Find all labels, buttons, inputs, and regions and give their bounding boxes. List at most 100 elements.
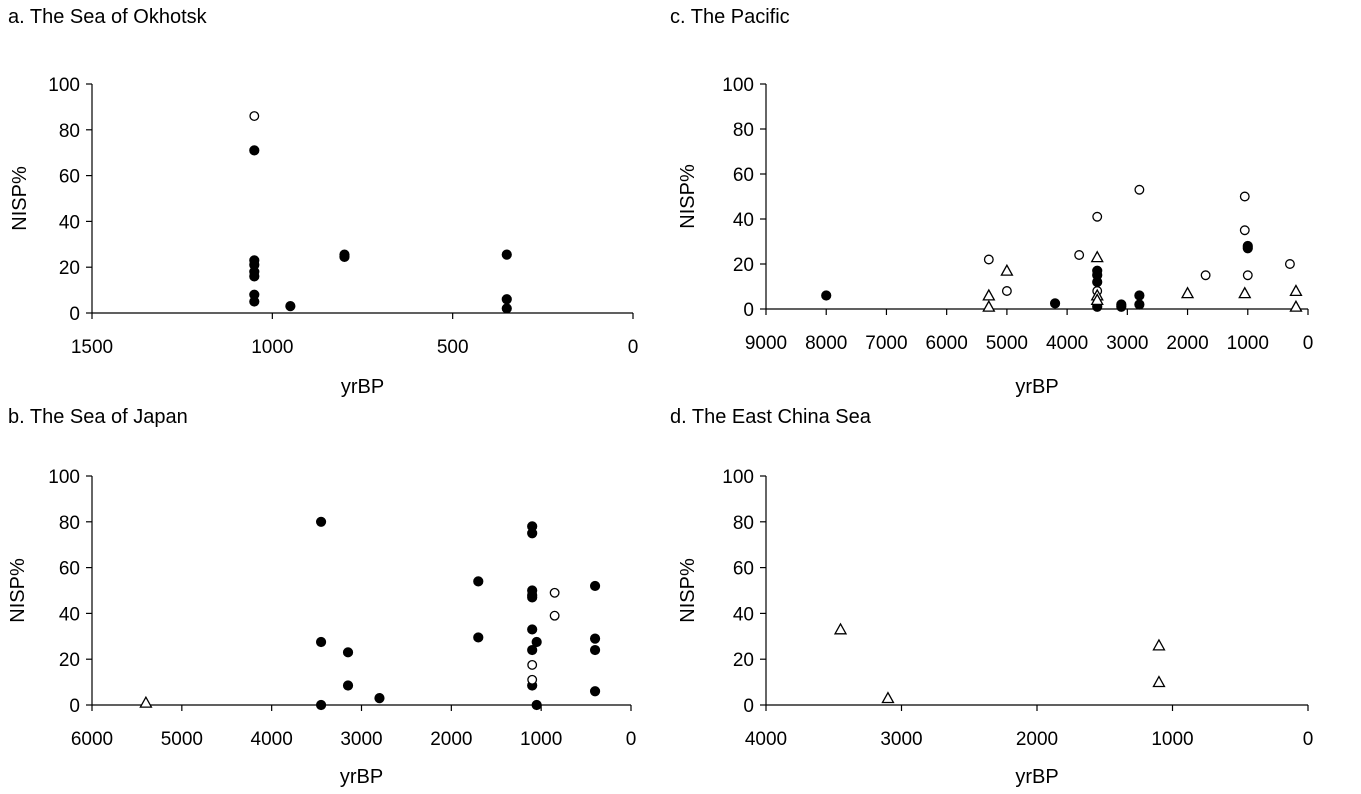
x-tick-label: 5000 bbox=[161, 729, 203, 750]
data-point-open-circle bbox=[1242, 270, 1253, 281]
y-tick-label: 80 bbox=[733, 120, 754, 141]
data-point-open-circle bbox=[1239, 225, 1250, 236]
x-axis-title: yrBP bbox=[340, 766, 383, 788]
y-tick-label: 100 bbox=[722, 467, 754, 488]
x-axis-title: yrBP bbox=[1015, 376, 1058, 398]
x-tick-label: 1000 bbox=[520, 729, 562, 750]
chart-plot-c: 0 20 40 60 80 100 9000 8000 7000 6000 5000 4000 3000… bbox=[677, 75, 1314, 398]
y-tick-label: 40 bbox=[733, 604, 754, 625]
y-tick-label: 40 bbox=[59, 212, 80, 233]
data-point-open-circle bbox=[527, 659, 538, 670]
y-tick-label: 80 bbox=[59, 513, 80, 534]
x-tick-label: 1000 bbox=[1227, 333, 1269, 354]
y-tick-label: 40 bbox=[733, 210, 754, 231]
data-point-filled-circle bbox=[339, 251, 350, 262]
x-tick-label: 0 bbox=[628, 337, 639, 358]
data-point-filled-circle bbox=[315, 636, 327, 648]
x-tick-label: 6000 bbox=[71, 729, 113, 750]
x-tick-label: 4000 bbox=[251, 729, 293, 750]
data-point-open-triangle bbox=[1289, 284, 1303, 297]
data-point-open-triangle bbox=[833, 622, 848, 635]
chart-plot-d: 0 20 40 60 80 100 4000 3000 2000 1000 0 yrBP NISP% bbox=[677, 467, 1314, 788]
x-tick-label: 4000 bbox=[1046, 333, 1088, 354]
data-point-filled-circle bbox=[589, 686, 601, 697]
y-axis-title: NISP% bbox=[7, 558, 29, 623]
data-point-open-triangle bbox=[881, 691, 895, 704]
data-point-filled-circle bbox=[315, 699, 327, 711]
data-point-open-triangle bbox=[982, 299, 996, 312]
data-point-filled-circle bbox=[342, 680, 354, 691]
data-point-open-triangle bbox=[1000, 263, 1014, 276]
data-point-filled-circle bbox=[589, 580, 601, 592]
x-tick-label: 8000 bbox=[805, 333, 847, 354]
y-tick-label: 20 bbox=[733, 255, 754, 276]
y-tick-label: 60 bbox=[59, 559, 80, 580]
data-point-filled-circle bbox=[501, 303, 512, 314]
chart-title-a: a. The Sea of Okhotsk bbox=[8, 6, 207, 28]
x-tick-label: 3000 bbox=[1106, 333, 1148, 354]
y-axis-title: NISP% bbox=[677, 558, 699, 623]
data-point-filled-circle bbox=[1242, 243, 1253, 254]
data-point-open-circle bbox=[549, 587, 560, 598]
x-tick-label: 2000 bbox=[1166, 333, 1208, 354]
y-tick-label: 100 bbox=[48, 467, 80, 488]
y-tick-label: 100 bbox=[722, 75, 754, 96]
data-point-filled-circle bbox=[473, 576, 484, 587]
data-point-filled-circle bbox=[531, 699, 542, 711]
data-point-filled-circle bbox=[1092, 276, 1103, 288]
data-point-open-circle bbox=[1134, 184, 1145, 195]
x-tick-label: 1000 bbox=[251, 337, 293, 358]
data-point-open-circle bbox=[1074, 250, 1085, 260]
data-point-open-triangle bbox=[1152, 675, 1166, 688]
data-point-filled-circle bbox=[821, 290, 832, 301]
x-tick-label: 4000 bbox=[745, 729, 787, 750]
y-tick-label: 60 bbox=[733, 165, 754, 186]
data-point-filled-circle bbox=[249, 296, 260, 307]
x-tick-label: 1500 bbox=[71, 337, 113, 358]
chart-plot-a: 0 20 40 60 80 100 1500 1000 500 0 yrBP NISP% bbox=[9, 75, 639, 398]
x-tick-label: 0 bbox=[1303, 333, 1314, 354]
data-point-open-circle bbox=[1092, 211, 1103, 222]
data-point-open-triangle bbox=[1090, 250, 1104, 263]
data-point-filled-circle bbox=[501, 294, 512, 305]
x-tick-label: 5000 bbox=[986, 333, 1028, 354]
chart-plot-b: 0 20 40 60 80 100 6000 5000 4000 3000 2000 1000 0 yrB… bbox=[7, 467, 637, 788]
data-point-open-triangle bbox=[1289, 299, 1303, 312]
y-tick-label: 20 bbox=[59, 258, 80, 279]
data-point-filled-circle bbox=[589, 644, 601, 656]
chart-title-b: b. The Sea of Japan bbox=[8, 406, 188, 428]
y-tick-label: 60 bbox=[733, 559, 754, 580]
data-point-filled-circle bbox=[1134, 290, 1145, 301]
data-point-filled-circle bbox=[1134, 299, 1145, 310]
data-point-open-triangle bbox=[1238, 286, 1252, 299]
x-axis-title: yrBP bbox=[341, 376, 384, 398]
x-tick-label: 3000 bbox=[880, 729, 922, 750]
chart-title-c: c. The Pacific bbox=[670, 6, 790, 28]
data-point-open-triangle bbox=[139, 695, 153, 708]
y-tick-label: 80 bbox=[59, 121, 80, 142]
x-tick-label: 1000 bbox=[1151, 729, 1193, 750]
y-axis-title: NISP% bbox=[9, 166, 31, 231]
chart-title-d: d. The East China Sea bbox=[670, 406, 871, 428]
y-tick-label: 20 bbox=[733, 650, 754, 671]
x-tick-label: 3000 bbox=[340, 729, 382, 750]
data-point-open-circle bbox=[549, 610, 560, 621]
data-point-filled-circle bbox=[249, 145, 260, 156]
data-point-filled-circle bbox=[527, 644, 538, 656]
data-point-filled-circle bbox=[1049, 298, 1061, 309]
data-point-open-triangle bbox=[1180, 286, 1195, 299]
data-point-open-circle bbox=[983, 254, 994, 265]
x-tick-label: 500 bbox=[437, 337, 469, 358]
x-tick-label: 0 bbox=[1303, 729, 1314, 750]
data-point-open-triangle bbox=[982, 288, 996, 301]
data-point-open-circle bbox=[1200, 270, 1211, 281]
y-tick-label: 0 bbox=[69, 304, 80, 325]
data-point-filled-circle bbox=[527, 528, 538, 539]
x-axis-title: yrBP bbox=[1015, 766, 1058, 788]
data-point-open-triangle bbox=[1090, 293, 1104, 306]
x-tick-label: 0 bbox=[626, 729, 637, 750]
data-point-filled-circle bbox=[285, 301, 296, 312]
x-tick-label: 9000 bbox=[745, 333, 787, 354]
data-point-open-circle bbox=[527, 674, 538, 685]
y-tick-label: 80 bbox=[733, 513, 754, 534]
